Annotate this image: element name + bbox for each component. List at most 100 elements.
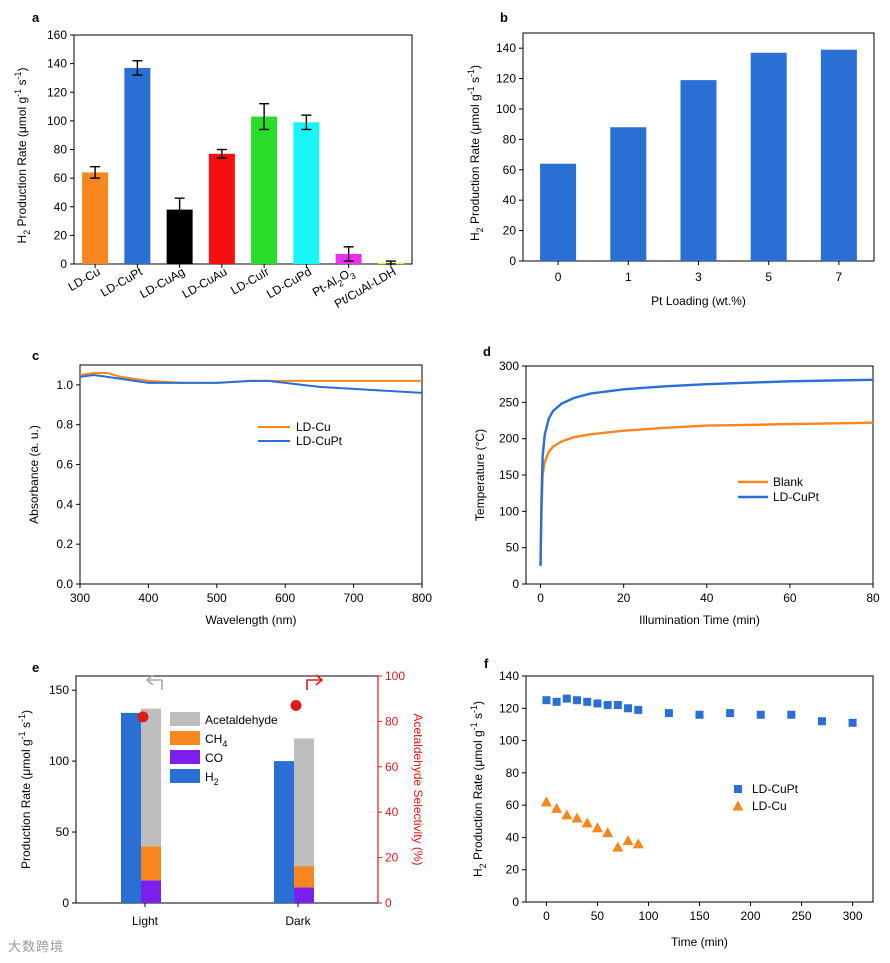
panel-e-letter: e	[32, 660, 39, 675]
panel-b-xtick-label: 1	[625, 270, 632, 284]
panel-e-right-arrow-icon	[306, 674, 324, 690]
panel-a-xtick-label: LD-CuAg	[137, 264, 187, 301]
panel-a-ytick-label: 0	[60, 257, 67, 271]
panel-a-ytick-label: 40	[54, 200, 68, 214]
panel-e-legend-label: Acetaldehyde	[205, 713, 278, 727]
panel-c-xlabel: Wavelength (nm)	[206, 613, 297, 627]
panel-f-xtick-label: 150	[689, 909, 709, 923]
panel-f-point-LD-CuPt	[664, 709, 673, 718]
panel-f-xlabel: Time (min)	[671, 935, 728, 949]
panel-f-ytick-label: 80	[506, 766, 520, 780]
panel-a-bar	[82, 172, 109, 264]
panel-f-point-LD-CuPt	[562, 694, 571, 703]
panel-d-ytick-label: 50	[506, 541, 520, 555]
panel-d-series-Blank	[539, 421, 874, 566]
panel-b-ytick-label: 20	[503, 224, 517, 238]
panel-b-ytick-label: 40	[503, 193, 517, 207]
panel-b-bar	[540, 163, 577, 261]
panel-c-xtick-label: 400	[138, 591, 158, 605]
panel-f-legend-label: LD-CuPt	[752, 782, 799, 796]
panel-d-xtick-label: 80	[866, 591, 880, 605]
panel-f-point-LD-Cu	[561, 809, 573, 820]
panel-f-xtick-label: 0	[543, 909, 550, 923]
panel-f-ytick-label: 100	[499, 734, 519, 748]
panel-e-bar-ch4	[294, 866, 314, 888]
panel-b-bar	[610, 127, 647, 262]
panel-b-xtick-label: 0	[555, 270, 562, 284]
panel-f-point-LD-Cu	[540, 796, 552, 807]
panel-a-xtick-label: LD-CuAu	[180, 264, 230, 301]
panel-f-point-LD-Cu	[581, 817, 593, 828]
panel-c-xtick-label: 600	[275, 591, 295, 605]
panel-b-xlabel: Pt Loading (wt.%)	[651, 294, 746, 308]
panel-a-bar	[293, 122, 320, 265]
panel-f-legend-label: LD-Cu	[752, 799, 787, 813]
panel-e-y2tick-label: 40	[385, 805, 399, 819]
panel-b-ylabel: H2 Production Rate (μmol g-1 s-1)	[466, 65, 485, 241]
panel-a-ytick-label: 80	[54, 143, 68, 157]
panel-c-ytick-label: 0.0	[56, 577, 73, 591]
panel-f-legend-swatch	[734, 785, 742, 793]
panel-d: d 0 50 100 150 200 250 300 0 20 40 60 80 Temperature…	[473, 344, 880, 627]
panel-d-ytick-label: 100	[499, 504, 519, 518]
panel-d-legend-label: LD-CuPt	[773, 490, 820, 504]
panel-c-frame	[79, 364, 423, 585]
panel-b-ytick-label: 80	[503, 132, 517, 146]
panel-c-ylabel: Absorbance (a. u.)	[27, 425, 41, 524]
panel-f-ytick-label: 40	[506, 830, 520, 844]
panel-d-frame	[525, 365, 874, 585]
panel-c-xtick-label: 500	[207, 591, 227, 605]
panel-f-ytick-label: 0	[512, 895, 519, 909]
panel-f-ylabel: H2 Production Rate (μmol g-1 s-1)	[469, 701, 488, 877]
panel-c-xtick-label: 800	[412, 591, 432, 605]
panel-f-point-LD-CuPt	[848, 718, 857, 727]
panel-e-ytick-label: 50	[56, 825, 70, 839]
panel-e-legend-swatch	[170, 750, 200, 764]
panel-e-y2tick-label: 20	[385, 851, 399, 865]
panel-e-y2tick-label: 0	[385, 896, 392, 910]
panel-a-ytick-label: 120	[47, 85, 67, 99]
panel-f-point-LD-CuPt	[613, 701, 622, 710]
panel-f-point-LD-CuPt	[583, 697, 592, 706]
panel-a-bar	[251, 116, 278, 264]
panel-c-letter: c	[32, 348, 39, 363]
panel-e-bar-co	[141, 880, 161, 903]
panel-c-legend-label: LD-Cu	[296, 420, 331, 434]
panel-f-point-LD-CuPt	[573, 696, 582, 705]
panel-e-ylabel: Production Rate (μmol g-1 s-1)	[17, 710, 33, 869]
panel-b-bar	[680, 80, 717, 262]
panel-e-legend-swatch	[170, 712, 200, 726]
panel-c-series-LD-CuPt	[79, 373, 423, 394]
panel-c-legend-label: LD-CuPt	[296, 434, 343, 448]
panel-d-xtick-label: 60	[783, 591, 797, 605]
panel-a-xtick-label: LD-CuPt	[98, 264, 145, 299]
panel-f-point-LD-CuPt	[726, 709, 735, 718]
panel-f-point-LD-CuPt	[542, 696, 551, 705]
panel-d-xtick-label: 40	[700, 591, 714, 605]
panel-e-bar-co	[294, 887, 314, 903]
panel-f-xtick-label: 50	[591, 909, 605, 923]
panel-b-ytick-label: 120	[496, 72, 516, 86]
panel-e-y2tick-label: 80	[385, 714, 399, 728]
panel-c-xtick-label: 700	[344, 591, 364, 605]
panel-f-frame	[525, 675, 874, 903]
panel-f-point-LD-Cu	[602, 827, 614, 838]
panel-e-bar-acetaldehyde	[141, 708, 161, 847]
panel-f-point-LD-CuPt	[817, 717, 826, 726]
panel-e-bar-ch4	[141, 846, 161, 881]
panel-a-bar	[124, 67, 151, 264]
panel-e-selectivity-point	[290, 700, 302, 712]
panel-e-y2tick-label: 100	[385, 669, 405, 683]
panel-e-bar-h2	[121, 712, 141, 903]
panel-f-xtick-label: 100	[638, 909, 658, 923]
panel-f: f 0 20 40 60 80 100 120 140 0 50 100 150 200 250 300 H2…	[469, 656, 874, 949]
panel-a-xtick-label: LD-CuPd	[264, 264, 314, 301]
panel-e-xtick-label: Dark	[285, 914, 311, 928]
panel-c-ytick-label: 0.4	[56, 497, 73, 511]
panel-f-ytick-label: 60	[506, 798, 520, 812]
panel-a: a 0 20 40 60 80 100 120 140 160 H2 Production Rat…	[13, 10, 413, 311]
panel-d-ytick-label: 0	[512, 577, 519, 591]
panel-d-xlabel: Illumination Time (min)	[639, 613, 760, 627]
panel-e-xtick-label: Light	[132, 914, 159, 928]
